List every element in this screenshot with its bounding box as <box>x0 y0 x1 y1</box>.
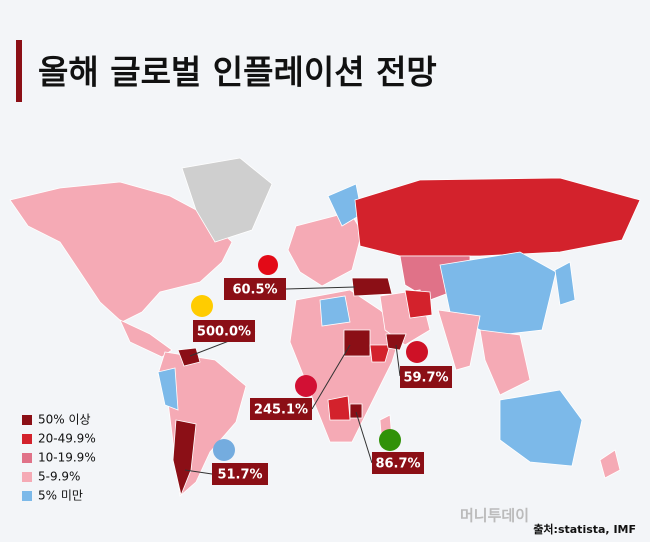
callout-box <box>212 463 268 485</box>
legend-swatch <box>22 453 32 463</box>
callout-box <box>372 452 424 474</box>
callout-box <box>224 278 286 300</box>
watermark: 머니투데이 <box>460 507 529 525</box>
legend-label: 20-49.9% <box>38 432 96 446</box>
callouts: 60.5% 500.0% 59.7% 245.1% 86.7% 51.7% <box>193 278 452 485</box>
legend-label: 5-9.9% <box>38 470 80 484</box>
callout-value: 500.0% <box>197 325 251 340</box>
callout-value: 51.7% <box>217 468 262 483</box>
callout-value: 60.5% <box>232 283 277 298</box>
legend-swatch <box>22 434 32 444</box>
legend-swatch <box>22 472 32 482</box>
source: 출처:statista, IMF <box>533 522 636 536</box>
callout-value: 86.7% <box>375 457 420 472</box>
callout-box <box>250 398 312 420</box>
legend-label: 5% 미만 <box>38 489 83 503</box>
legend-label: 50% 이상 <box>38 413 91 427</box>
callout-value: 59.7% <box>403 371 448 386</box>
legend-label: 10-19.9% <box>38 451 96 465</box>
legend-swatch <box>22 491 32 501</box>
flags <box>191 255 428 461</box>
title-bar <box>16 40 22 102</box>
legend: 50% 이상 20-49.9% 10-19.9% 5-9.9% 5% 미만 <box>22 413 96 503</box>
legend-swatch <box>22 415 32 425</box>
callout-value: 245.1% <box>254 403 308 418</box>
world-map <box>9 157 641 497</box>
callout-box <box>193 320 255 342</box>
callout-box <box>400 366 452 388</box>
title: 올해 글로벌 인플레이션 전망 <box>38 53 437 92</box>
